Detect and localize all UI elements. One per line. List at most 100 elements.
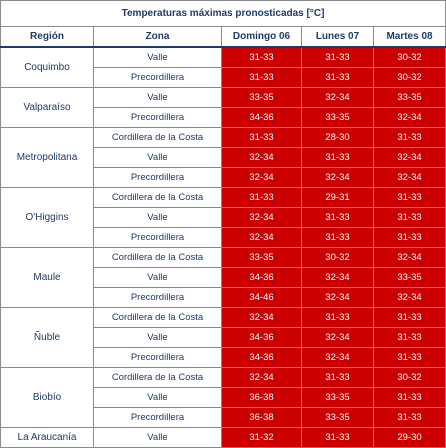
temperature-cell: 33-35 — [221, 87, 302, 108]
region-cell: O'Higgins — [0, 187, 94, 248]
zone-cell: Cordillera de la Costa — [93, 127, 222, 148]
temperature-cell: 32-34 — [301, 267, 374, 288]
table-row: Coquimbo Valle 31-33 31-33 30-32 — [0, 46, 446, 88]
temperature-cell: 31-33 — [372, 407, 446, 428]
temperature-cell: 32-34 — [301, 167, 374, 188]
header-zona: Zona — [93, 26, 222, 48]
temperature-cell: 31-33 — [372, 347, 446, 368]
temperature-cell: 29-31 — [301, 187, 374, 208]
zone-cell: Precordillera — [93, 167, 222, 188]
zone-cell: Precordillera — [93, 407, 222, 428]
temperature-cell: 32-34 — [221, 367, 302, 388]
temperature-cell: 32-34 — [221, 167, 302, 188]
temperature-cell: 31-33 — [372, 307, 446, 328]
zone-cell: Valle — [93, 207, 222, 228]
temperature-cell: 33-35 — [372, 267, 446, 288]
zone-cell: Cordillera de la Costa — [93, 367, 222, 388]
table-row: Ñuble Cordillera de la Costa 32-34 31-33 31-… — [0, 307, 446, 368]
temperature-cell: 34-36 — [221, 327, 302, 348]
title-row: Temperaturas máximas pronosticadas [°C] — [0, 0, 446, 27]
temperature-cell: 31-33 — [301, 46, 374, 68]
table-row: Valle 36-38 33-35 31-33 — [1, 387, 446, 408]
temperature-cell: 30-32 — [301, 247, 374, 268]
temperature-cell: 32-34 — [372, 247, 446, 268]
table-row: Biobío Cordillera de la Costa 32-34 31-33 30… — [0, 367, 446, 428]
zone-cell: Precordillera — [93, 67, 222, 88]
zone-cell: Valle — [93, 147, 222, 168]
temperature-cell: 31-33 — [221, 67, 302, 88]
temperature-cell: 29-30 — [372, 427, 446, 448]
temperature-cell: 31-33 — [372, 187, 446, 208]
temperature-cell: 33-35 — [372, 87, 446, 108]
temperature-cell: 33-35 — [301, 387, 374, 408]
region-cell: Valparaíso — [0, 87, 94, 128]
zone-cell: Cordillera de la Costa — [93, 307, 222, 328]
zone-cell: Valle — [93, 327, 222, 348]
temperature-cell: 31-32 — [221, 427, 302, 448]
region-cell: Metropolitana — [0, 127, 94, 188]
temperature-cell: 31-33 — [221, 187, 302, 208]
temperature-cell: 31-33 — [372, 127, 446, 148]
zone-cell: Cordillera de la Costa — [93, 247, 222, 268]
header-row: Región Zona Domingo 06 Lunes 07 Martes 0… — [0, 26, 446, 48]
table-title: Temperaturas máximas pronosticadas [°C] — [0, 0, 446, 27]
table-row: Maule Cordillera de la Costa 33-35 30-32 32-… — [0, 247, 446, 308]
zone-cell: Valle — [93, 387, 222, 408]
region-cell: Ñuble — [0, 307, 94, 368]
temperature-cell: 32-34 — [301, 287, 374, 308]
zone-cell: Precordillera — [93, 107, 222, 128]
table-row: La Araucanía Valle 31-32 31-33 29-30 — [0, 427, 446, 448]
table-row: Metropolitana Cordillera de la Costa 31-33… — [0, 127, 446, 188]
temperature-cell: 32-34 — [221, 227, 302, 248]
temperature-cell: 30-32 — [372, 46, 446, 68]
temperature-cell: 31-33 — [301, 227, 374, 248]
table-row: Valle 32-34 31-33 31-33 — [1, 207, 446, 228]
header-lunes: Lunes 07 — [301, 26, 374, 48]
zone-cell: Valle — [93, 46, 222, 68]
table-row: Precordillera 32-34 32-34 32-34 — [1, 167, 446, 188]
table-row: Precordillera 32-34 31-33 31-33 — [1, 227, 446, 248]
temperature-cell: 30-32 — [372, 67, 446, 88]
temperature-cell: 32-34 — [301, 327, 374, 348]
temperature-cell: 34-36 — [221, 347, 302, 368]
temperature-cell: 32-34 — [301, 87, 374, 108]
table-row: Precordillera 34-36 33-35 32-34 — [1, 107, 446, 128]
zone-cell: Precordillera — [93, 287, 222, 308]
temperature-cell: 31-33 — [221, 127, 302, 148]
temperature-cell: 31-33 — [372, 327, 446, 348]
temperature-cell: 32-34 — [221, 147, 302, 168]
region-cell: Maule — [0, 247, 94, 308]
zone-cell: Valle — [93, 87, 222, 108]
temperature-cell: 32-34 — [301, 347, 374, 368]
temperature-cell: 31-33 — [301, 367, 374, 388]
temperature-cell: 33-35 — [221, 247, 302, 268]
temperature-cell: 34-46 — [221, 287, 302, 308]
region-cell: Coquimbo — [0, 46, 94, 88]
temperature-cell: 34-36 — [221, 107, 302, 128]
table-row: O'Higgins Cordillera de la Costa 31-33 29-3… — [0, 187, 446, 248]
zone-cell: Precordillera — [93, 347, 222, 368]
temperature-cell: 31-33 — [301, 307, 374, 328]
region-cell: Biobío — [0, 367, 94, 428]
temperature-cell: 31-33 — [301, 67, 374, 88]
temperature-cell: 31-33 — [221, 46, 302, 68]
zone-cell: Valle — [93, 427, 222, 448]
temperature-cell: 32-34 — [221, 207, 302, 228]
temperature-cell: 32-34 — [372, 167, 446, 188]
temperature-cell: 32-34 — [372, 287, 446, 308]
header-region: Región — [0, 26, 94, 48]
temperature-cell: 31-33 — [301, 427, 374, 448]
temperature-cell: 34-36 — [221, 267, 302, 288]
table-row: Valparaíso Valle 33-35 32-34 33-35 — [0, 87, 446, 128]
header-martes: Martes 08 — [372, 26, 446, 48]
temperature-cell: 33-35 — [301, 407, 374, 428]
temperature-cell: 30-32 — [372, 367, 446, 388]
table-row: Precordillera 34-46 32-34 32-34 — [1, 287, 446, 308]
temperature-cell: 31-33 — [372, 207, 446, 228]
temperature-cell: 33-35 — [301, 107, 374, 128]
temperature-cell: 36-38 — [221, 387, 302, 408]
zone-cell: Precordillera — [93, 227, 222, 248]
temperature-cell: 31-33 — [372, 227, 446, 248]
temperature-cell: 31-33 — [301, 147, 374, 168]
